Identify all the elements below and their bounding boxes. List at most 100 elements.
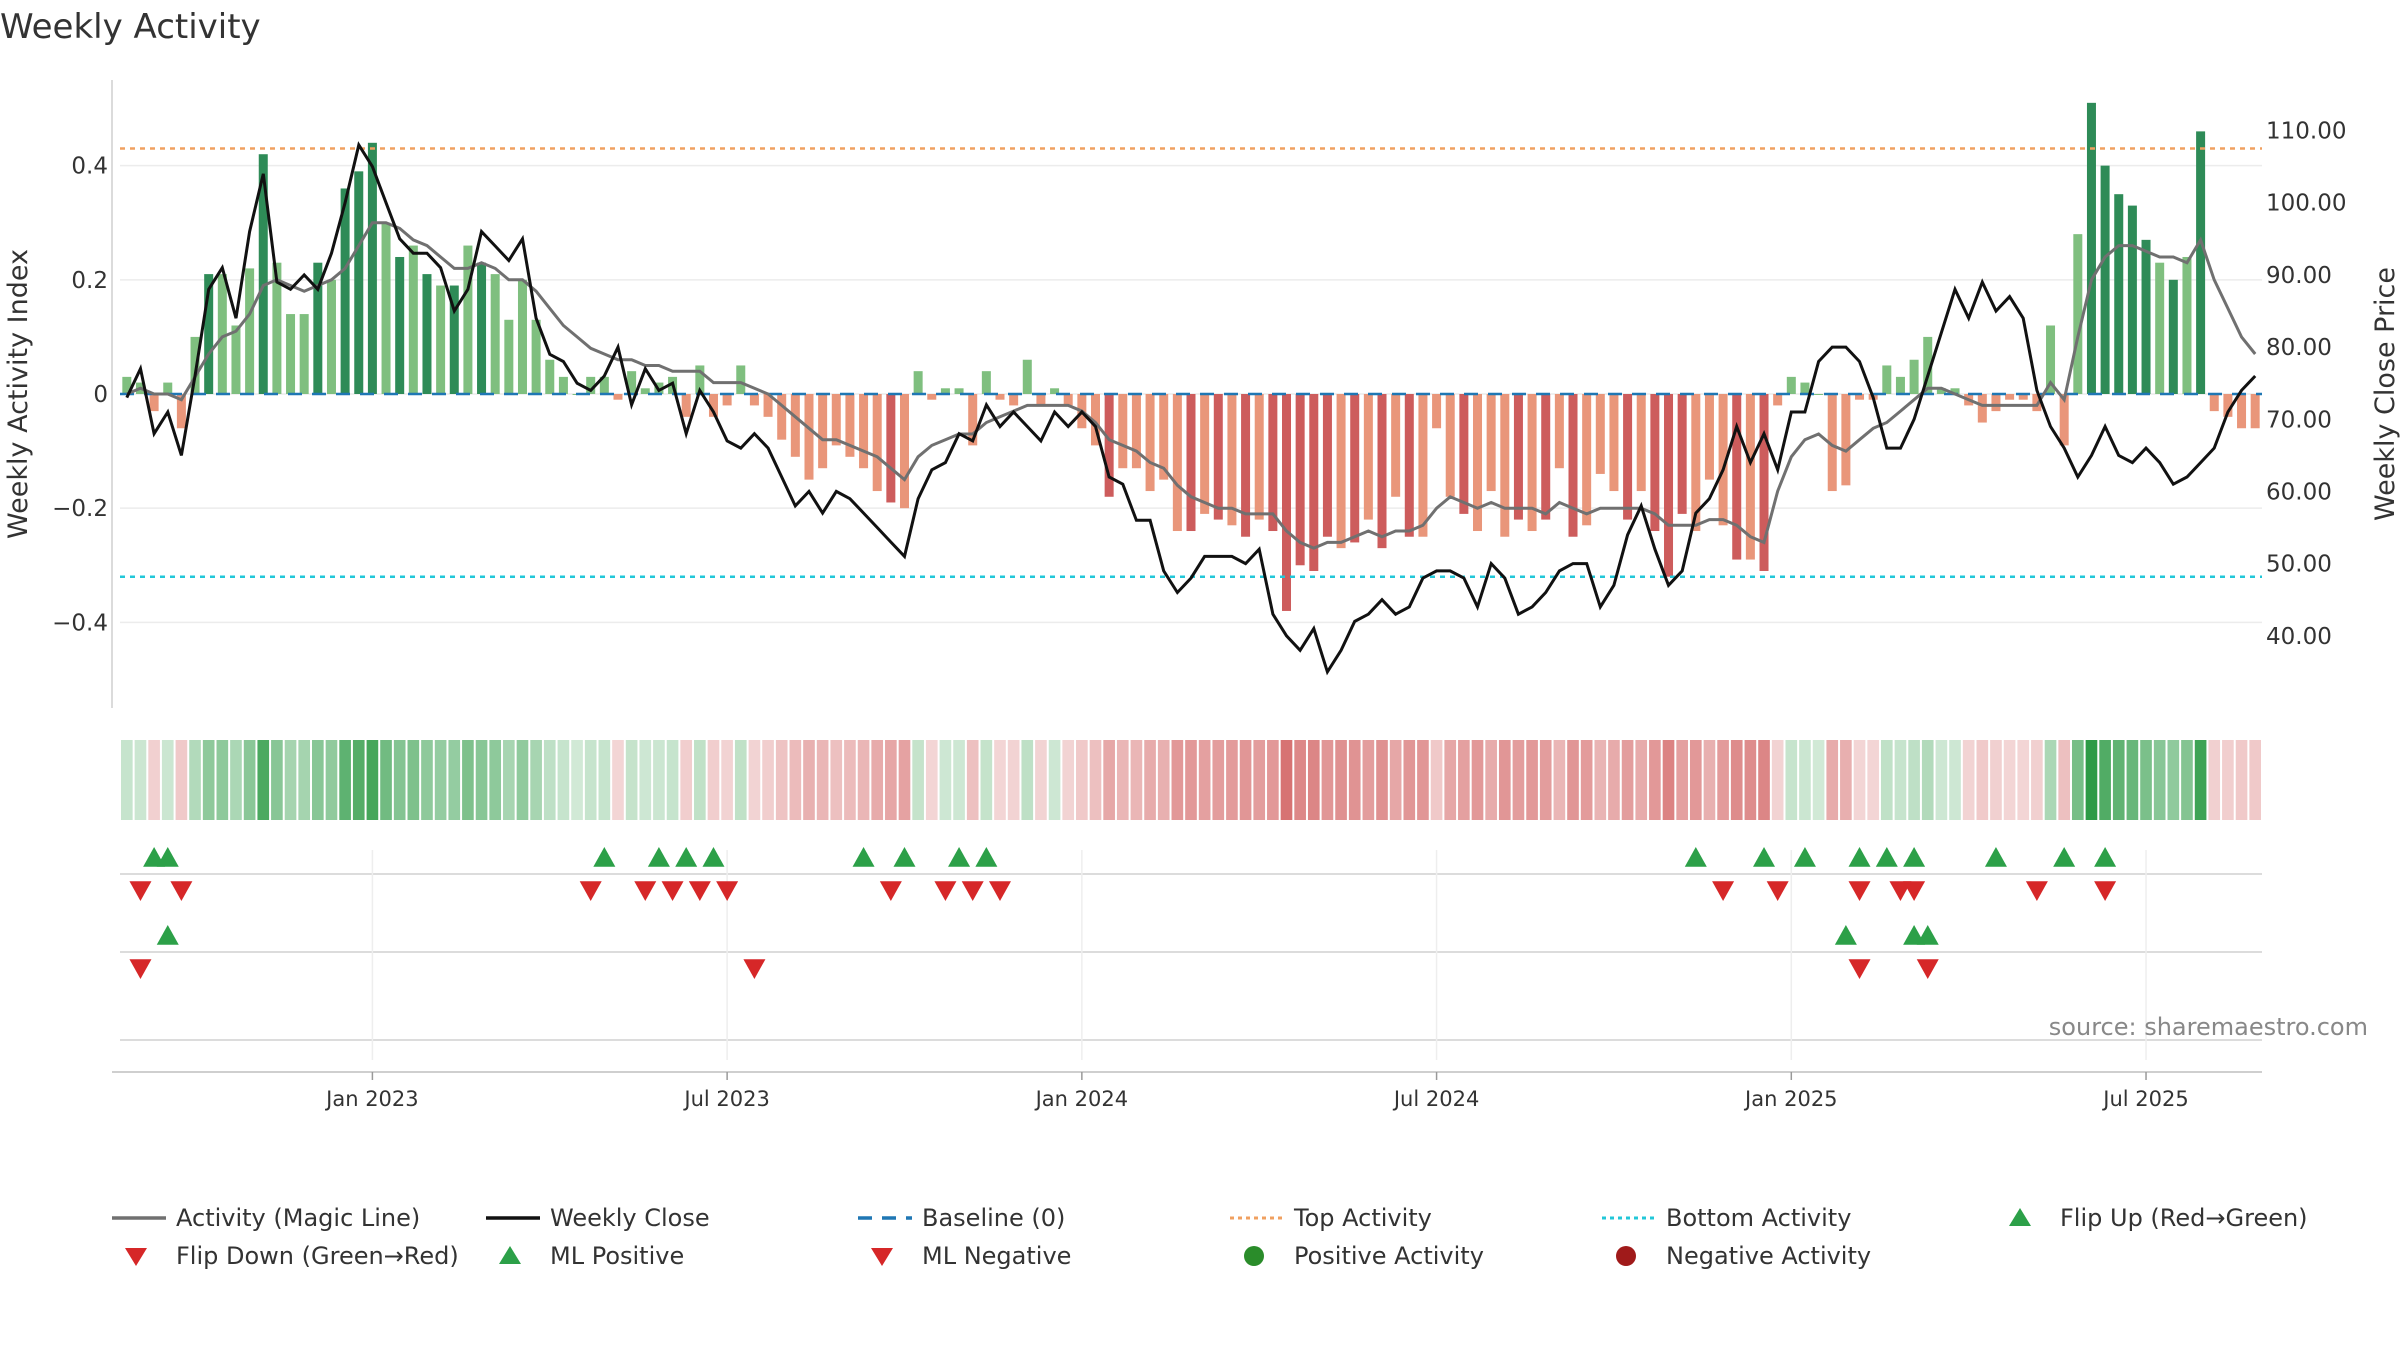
activity-bar [1827, 394, 1837, 492]
activity-bar [981, 371, 991, 394]
activity-bar [1104, 394, 1114, 497]
heat-cell [680, 740, 693, 820]
heat-cell [393, 740, 406, 820]
heat-cell [1348, 740, 1361, 820]
heat-cell [1580, 740, 1593, 820]
heat-cell [1880, 740, 1893, 820]
legend-label: Bottom Activity [1666, 1204, 1851, 1232]
activity-bar [2005, 394, 2015, 400]
heat-cell [1990, 740, 2002, 820]
activity-bar [2086, 102, 2096, 394]
flip-up-marker [2094, 847, 2117, 867]
flip-up-marker [1753, 847, 1776, 867]
axes: 0.4 0.2 0 −0.2 −0.4 110.00 100.00 90.00 80.00 70.… [3, 80, 2400, 1111]
activity-bar [449, 285, 459, 394]
heat-cell [1389, 740, 1402, 820]
heat-cell [1649, 740, 1661, 820]
heat-cell [489, 740, 502, 820]
activity-bar [558, 376, 568, 394]
heat-cell [1867, 740, 1879, 820]
ml-negative-marker [1916, 959, 1939, 979]
heat-cell [2208, 740, 2221, 820]
heat-cell [598, 740, 611, 820]
ml-negative-marker [129, 959, 152, 979]
activity-bar [176, 394, 186, 429]
heat-cell [639, 740, 652, 820]
heat-cell [625, 740, 638, 820]
heat-cell [1062, 740, 1075, 820]
heat-cell [1621, 740, 1634, 820]
legend-swatch [499, 1246, 521, 1264]
activity-bar [777, 394, 787, 440]
legend-label: Activity (Magic Line) [176, 1204, 420, 1232]
activity-bar [1186, 394, 1196, 532]
flip-down-marker [688, 881, 711, 901]
activity-bar [804, 394, 814, 480]
activity-bar [1295, 394, 1305, 566]
activity-bar [326, 279, 336, 394]
heat-cell [1758, 740, 1770, 820]
heat-cell [1935, 740, 1948, 820]
heat-cell [1294, 740, 1306, 820]
flip-down-marker [2094, 881, 2117, 901]
heat-cell [1007, 740, 1020, 820]
activity-bar [1554, 394, 1564, 469]
activity-bar [1923, 336, 1933, 394]
flip-up-marker [948, 847, 971, 867]
activity-bar [1131, 394, 1141, 469]
heat-cell [284, 740, 297, 820]
activity-bar [149, 394, 159, 412]
activity-bar [1936, 388, 1946, 394]
heat-cell [966, 740, 979, 820]
heat-cell [1307, 740, 1320, 820]
heat-cell [1171, 740, 1184, 820]
heat-cell [1498, 740, 1511, 820]
signal-markers [120, 847, 2262, 1060]
heat-cell [189, 740, 201, 820]
heat-cell [2058, 740, 2070, 820]
activity-bar [1732, 394, 1742, 560]
activity-bar [258, 154, 268, 394]
activity-bar [736, 365, 746, 394]
activity-bar [2100, 165, 2110, 394]
x-tick-label: Jul 2025 [2101, 1087, 2188, 1111]
activity-bar [1841, 394, 1851, 486]
activity-bar [927, 394, 937, 400]
heat-cell [2112, 740, 2125, 820]
right-tick-label: 80.00 [2266, 335, 2332, 361]
heat-cell [1226, 740, 1238, 820]
heat-cell [434, 740, 447, 820]
activity-bar [763, 394, 773, 417]
activity-bar [1282, 394, 1292, 611]
right-tick-label: 40.00 [2266, 624, 2332, 650]
activity-bar [545, 359, 555, 394]
heat-cell [1471, 740, 1484, 820]
heat-cell [1267, 740, 1279, 820]
activity-bar [2182, 256, 2192, 394]
heat-cell [1048, 740, 1061, 820]
heat-cell [543, 740, 556, 820]
activity-bar [1322, 394, 1332, 537]
activity-bar [436, 285, 446, 394]
heat-cell [1185, 740, 1197, 820]
activity-bar [1895, 376, 1905, 394]
legend-label: ML Positive [550, 1242, 684, 1270]
heat-cell [2235, 740, 2248, 820]
ml-negative-marker [1848, 959, 1871, 979]
activity-bar [1786, 376, 1796, 394]
activity-bar [818, 394, 828, 469]
activity-bar [2168, 279, 2178, 394]
activity-bar [1418, 394, 1428, 537]
heat-cell [653, 740, 665, 820]
ml-positive-marker [1916, 925, 1939, 945]
activity-bar [2155, 262, 2165, 394]
heat-cell [1730, 740, 1743, 820]
activity-bar [640, 388, 650, 394]
activity-bar [1432, 394, 1442, 429]
heat-cell [1076, 740, 1088, 820]
heat-cell [1635, 740, 1648, 820]
flip-down-marker [1766, 881, 1789, 901]
activity-bar [2018, 394, 2028, 400]
activity-bar [1063, 394, 1073, 406]
